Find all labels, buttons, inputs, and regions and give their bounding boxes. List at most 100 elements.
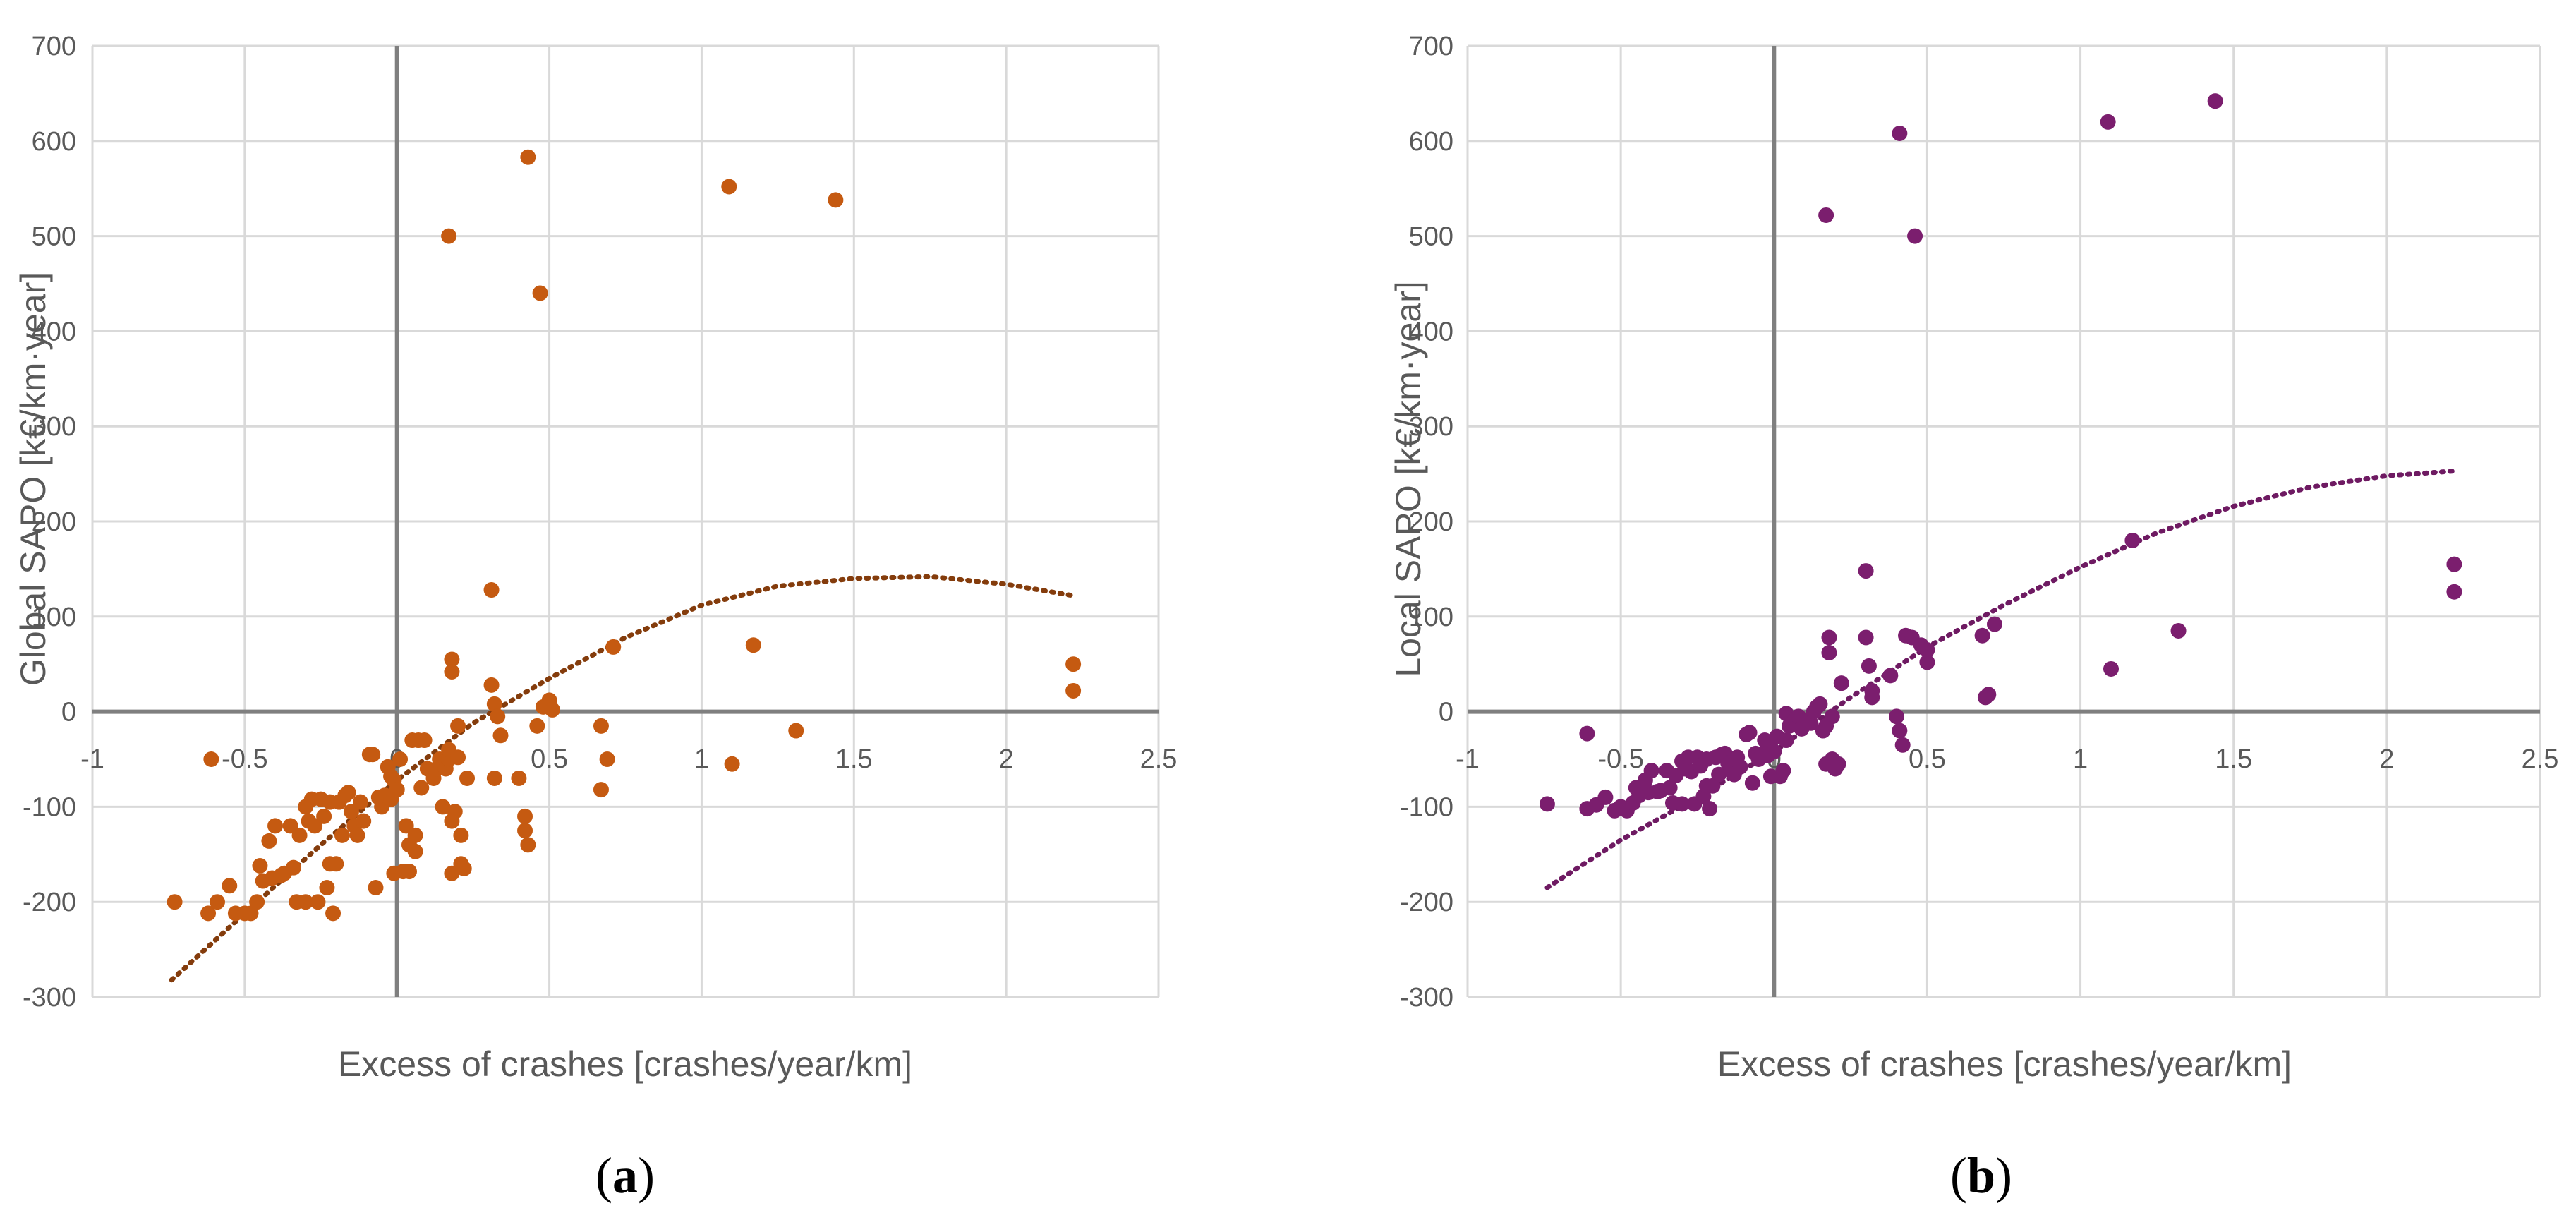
y-tick-label: -100 [23, 792, 76, 822]
y-tick-label: 400 [1409, 317, 1453, 346]
y-tick-label: -200 [1400, 888, 1453, 917]
data-point [392, 751, 409, 767]
x-tick-label: 2.5 [2522, 744, 2559, 774]
data-point [517, 808, 533, 824]
y-tick-label: -100 [1400, 792, 1453, 822]
data-point [1821, 645, 1837, 661]
data-point [319, 879, 335, 895]
x-tick-label: 1.5 [835, 744, 873, 774]
data-point [352, 794, 368, 810]
chart-panel-b: -300 -200 -100 0 100 200 300 400 500 600 700 -1 -0.5… [1389, 32, 2558, 1204]
y-tick-label: 700 [32, 32, 76, 61]
data-point [1579, 725, 1595, 742]
data-point [441, 228, 457, 244]
data-point [298, 894, 314, 910]
data-point [243, 905, 259, 922]
data-point [486, 696, 502, 712]
data-point [356, 813, 372, 829]
data-point [413, 780, 430, 796]
y-tick-label: 600 [32, 127, 76, 157]
data-point [1864, 689, 1880, 706]
x-axis-title: Excess of crashes [crashes/year/km] [1717, 1044, 2292, 1084]
data-point [486, 770, 502, 786]
y-tick-label: 200 [1409, 507, 1453, 537]
y-tick-label: 200 [32, 507, 76, 537]
x-axis-title: Excess of crashes [crashes/year/km] [338, 1044, 912, 1084]
data-point [1711, 766, 1727, 783]
y-axis-title: Local SAPO [k€/km·year] [1389, 281, 1428, 677]
y-tick-label: 100 [32, 603, 76, 632]
data-point [368, 879, 384, 895]
data-point [520, 149, 536, 165]
data-point [721, 179, 737, 195]
x-tick-label: 1 [694, 744, 709, 774]
data-point [340, 785, 356, 801]
x-tick-label: 2 [999, 744, 1014, 774]
data-point [1892, 126, 1908, 142]
data-point [1702, 801, 1718, 817]
data-point [828, 192, 844, 208]
data-point [593, 718, 609, 734]
data-point [1812, 696, 1828, 712]
x-tick-label: 1 [2073, 744, 2088, 774]
data-point [222, 878, 238, 894]
data-point [1907, 228, 1923, 244]
x-tick-label: -1 [80, 744, 104, 774]
data-point [316, 808, 332, 824]
y-tick-label: 0 [1439, 698, 1453, 727]
data-point [1821, 629, 1837, 646]
data-point [401, 864, 417, 880]
data-point [291, 827, 308, 843]
y-tick-label: 600 [1409, 127, 1453, 157]
data-point [1919, 641, 1935, 658]
data-point [389, 782, 405, 798]
data-point [532, 285, 548, 301]
x-tick-label: -1 [1456, 744, 1480, 774]
data-point [2446, 556, 2462, 572]
y-tick-label: 500 [1409, 222, 1453, 252]
y-tick-label: 0 [61, 698, 76, 727]
data-point [328, 856, 344, 872]
data-point [529, 718, 545, 734]
data-point [435, 799, 451, 815]
data-point [1833, 675, 1849, 691]
y-axis-title: Global SAPO [k€/km·year] [13, 272, 53, 686]
x-tick-label: 0.5 [531, 744, 568, 774]
data-point [1858, 563, 1874, 579]
data-point [511, 770, 527, 786]
x-tick-label: 0.5 [1909, 744, 1946, 774]
data-point [416, 732, 433, 749]
data-point [520, 837, 536, 853]
data-point [252, 857, 268, 874]
data-point [267, 818, 284, 834]
data-point [1744, 775, 1760, 791]
data-point [2103, 660, 2119, 677]
data-point [517, 823, 533, 839]
data-point [788, 723, 804, 739]
x-tick-label: 2.5 [1140, 744, 1178, 774]
data-point [2170, 623, 2187, 639]
y-tick-label: 100 [1409, 603, 1453, 632]
x-tick-label: -0.5 [1597, 744, 1643, 774]
data-point [407, 827, 423, 843]
data-point [310, 894, 326, 910]
y-tick-label: -300 [23, 983, 76, 1013]
data-point [1065, 656, 1082, 672]
data-point [1919, 654, 1935, 670]
data-point [1824, 708, 1840, 725]
data-point [453, 827, 469, 843]
data-point [167, 894, 183, 910]
data-point [450, 718, 466, 734]
data-point [450, 749, 466, 766]
data-point [203, 751, 219, 767]
data-point [1986, 616, 2002, 632]
data-point [593, 782, 609, 798]
panel-label: (a) [595, 1147, 655, 1204]
data-point [1818, 207, 1834, 223]
data-point [365, 747, 381, 763]
data-point [444, 651, 460, 668]
y-tick-label: 300 [1409, 412, 1453, 442]
data-point [459, 770, 476, 786]
data-point [285, 859, 301, 876]
